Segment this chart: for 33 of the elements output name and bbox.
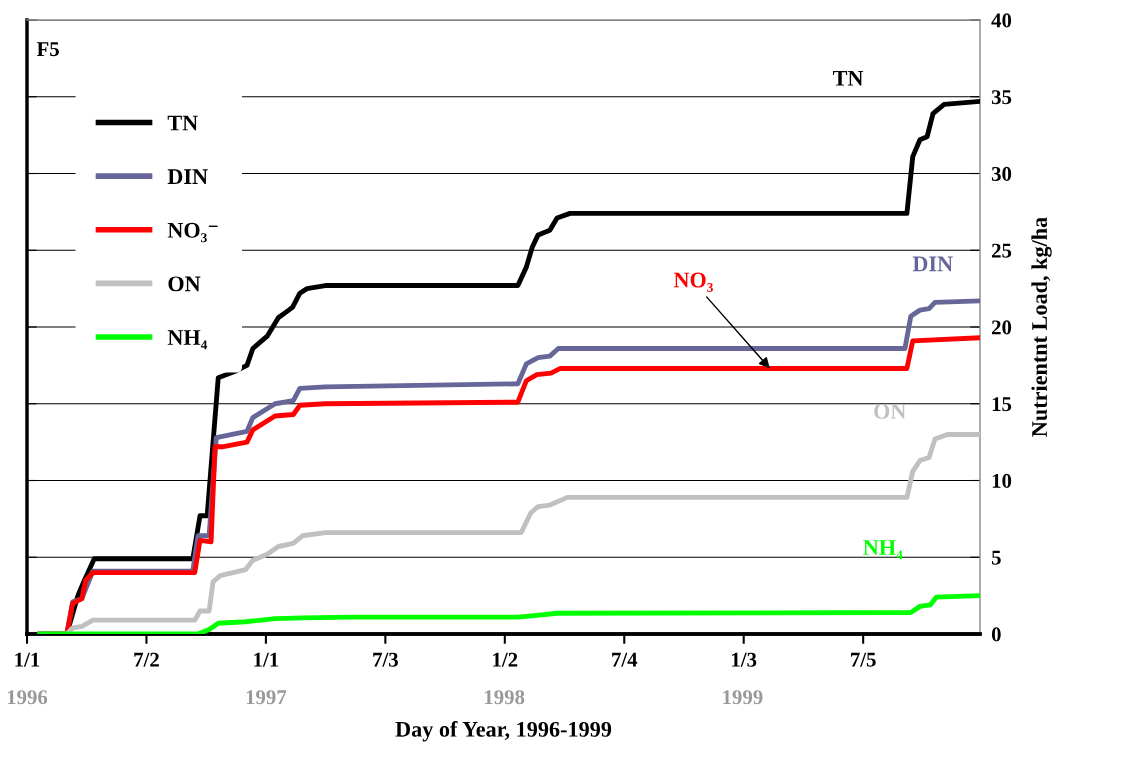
y-tick-label: 40 <box>991 13 1012 28</box>
legend-label: NH₄ <box>167 330 208 350</box>
y-tick-label: 30 <box>991 166 1012 181</box>
annotation: TN <box>832 70 864 86</box>
legend-label: NO₃⁻ <box>167 222 218 243</box>
x-axis-title: Day of Year, 1996-1999 <box>395 720 612 742</box>
x-tick-label: 1/2 <box>493 652 518 667</box>
annotation: DIN <box>912 256 953 272</box>
y-tick-label: 15 <box>992 397 1012 412</box>
x-tick-label: 1/1 <box>15 652 40 667</box>
x2-tick-label: 1997 <box>246 690 287 705</box>
legend-label: ON <box>168 276 201 292</box>
x2-tick-label: 1996 <box>7 690 48 705</box>
x-tick-label: 1/1 <box>254 652 279 667</box>
annotation: NO₃ <box>673 272 713 292</box>
x-tick-label: 7/3 <box>373 652 398 667</box>
y-tick-label: 5 <box>991 550 1001 565</box>
legend-label: TN <box>167 115 198 131</box>
y-axis-title: Nutrientnt Load, kg/ha <box>1031 217 1052 437</box>
x-tick-label: 7/4 <box>612 652 638 667</box>
y-tick-label: 10 <box>992 473 1012 488</box>
x2-tick-label: 1999 <box>723 690 763 705</box>
x-tick-label: 7/5 <box>851 652 876 667</box>
x-tick-label: 1/3 <box>732 652 757 667</box>
y-tick-label: 20 <box>991 320 1012 335</box>
y-tick-label: 35 <box>991 90 1012 105</box>
x-tick-label: 7/2 <box>134 652 159 667</box>
x2-tick-label: 1998 <box>484 690 525 705</box>
y-tick-label: 0 <box>991 627 1001 642</box>
legend-label: DIN <box>167 169 208 184</box>
y-tick-label: 25 <box>991 243 1012 258</box>
annotation: F5 <box>36 42 59 57</box>
annotation: NH₄ <box>863 540 903 560</box>
